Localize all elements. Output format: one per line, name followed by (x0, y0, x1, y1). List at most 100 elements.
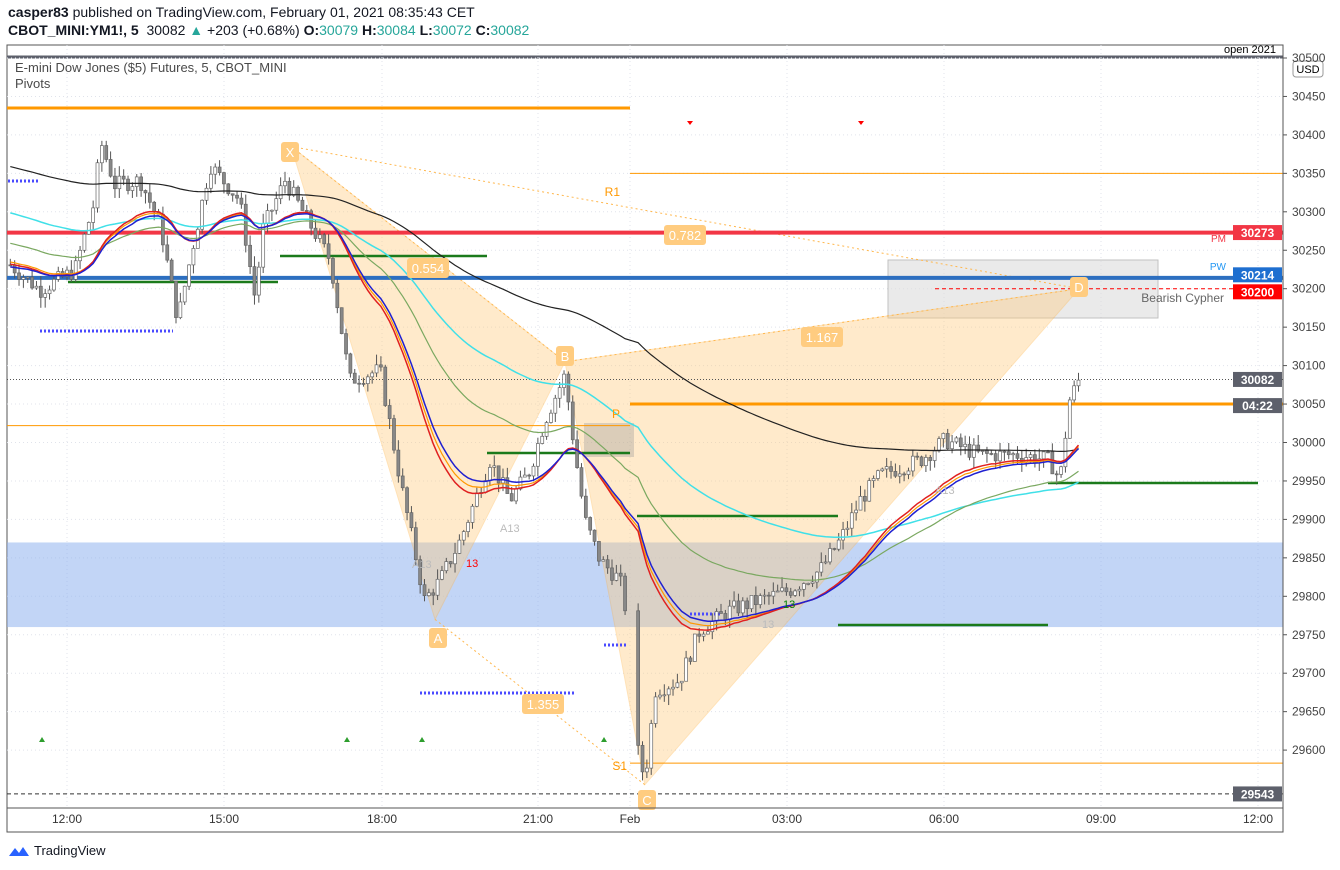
candle (736, 600, 741, 614)
candle (924, 457, 928, 466)
ma-cyan (10, 212, 1079, 539)
candle (365, 376, 370, 384)
candle (723, 613, 728, 620)
candle (313, 227, 318, 239)
candle (692, 633, 697, 662)
open-2021-label: open 2021 (1224, 44, 1276, 56)
candle (370, 372, 375, 378)
candle (989, 453, 994, 455)
candle (1076, 379, 1081, 387)
y-tick-label: 30450 (1292, 89, 1326, 103)
candle (998, 450, 1002, 462)
down-triangle-icon (687, 121, 693, 125)
pattern-ratio-line (290, 146, 566, 363)
candle (457, 539, 462, 554)
y-tick-label: 30050 (1292, 397, 1326, 411)
symbol: CBOT_MINI:YM1!, 5 (8, 22, 139, 38)
y-tick-label: 29700 (1292, 666, 1326, 680)
candle (906, 470, 911, 475)
candle (121, 175, 126, 180)
x-tick-label: 03:00 (772, 812, 802, 826)
candle (174, 280, 178, 318)
candle (919, 456, 924, 466)
candle (396, 449, 401, 477)
candle (823, 561, 828, 564)
candle (557, 387, 562, 399)
candle (126, 178, 130, 191)
candle (204, 187, 209, 201)
candle (178, 301, 183, 318)
up-triangle-icon (344, 737, 350, 742)
candle (505, 477, 510, 494)
candle (474, 492, 479, 507)
y-tick-label: 30500 (1292, 51, 1326, 65)
candle (623, 575, 627, 612)
publish-text: published on TradingView.com, February 0… (72, 4, 475, 20)
candle (876, 470, 880, 479)
candle (910, 455, 915, 472)
publish-info: casper83 published on TradingView.com, F… (8, 4, 475, 20)
candle (697, 633, 702, 637)
x-tick-label: 15:00 (209, 812, 239, 826)
x-tick-label: 09:00 (1086, 812, 1116, 826)
price-badge (1233, 398, 1282, 414)
candle (283, 180, 287, 187)
candle (963, 443, 967, 448)
x-tick-label: Feb (620, 812, 641, 826)
candle (427, 592, 431, 596)
candle (440, 570, 444, 580)
candle (91, 207, 95, 223)
candle (570, 401, 575, 441)
tradingview-logo[interactable]: TradingView (8, 843, 106, 858)
candle (958, 437, 963, 448)
candle (470, 505, 475, 523)
candle (187, 264, 191, 287)
ratio-label: 0.554 (412, 261, 445, 276)
candle (793, 590, 797, 596)
candle (540, 435, 545, 444)
candle (213, 166, 218, 175)
candle (1015, 453, 1020, 459)
candle (788, 591, 793, 596)
y-tick-label: 30200 (1292, 282, 1326, 296)
candle (832, 548, 837, 550)
candle (1059, 466, 1063, 475)
ratio-label-bg (664, 225, 706, 245)
candle (1011, 453, 1015, 456)
candle (614, 572, 619, 581)
candle (671, 686, 675, 690)
x-tick-label: 12:00 (52, 812, 82, 826)
candle (980, 450, 985, 452)
change: +203 (+0.68%) (207, 22, 300, 38)
candle (893, 471, 898, 477)
candle (863, 496, 867, 502)
pattern-point-x: X (286, 145, 295, 160)
candle (448, 561, 453, 565)
candle (1002, 450, 1007, 453)
candle (361, 383, 366, 385)
candle (230, 193, 235, 196)
close-value: 30082 (490, 22, 530, 38)
open-value: 30079 (319, 22, 359, 38)
candle (575, 439, 579, 468)
candle (17, 272, 21, 280)
candle (113, 175, 117, 190)
pattern-point-x-bg (281, 142, 299, 162)
candle (605, 559, 610, 569)
candle (509, 493, 514, 502)
price-badge (1233, 786, 1282, 802)
candle (300, 199, 305, 211)
chart-legend: E-mini Dow Jones ($5) Futures, 5, CBOT_M… (15, 60, 287, 92)
candle (339, 307, 344, 334)
candle (767, 594, 771, 597)
candle (104, 145, 109, 160)
author[interactable]: casper83 (8, 4, 69, 20)
candle (12, 264, 17, 274)
y-tick-label: 30300 (1292, 205, 1326, 219)
ma-blue (10, 213, 1080, 623)
pattern-name: Bearish Cypher (1141, 291, 1224, 305)
candle (239, 197, 244, 205)
ratio-label-bg (801, 327, 843, 347)
td-marker: 13 (762, 619, 774, 631)
